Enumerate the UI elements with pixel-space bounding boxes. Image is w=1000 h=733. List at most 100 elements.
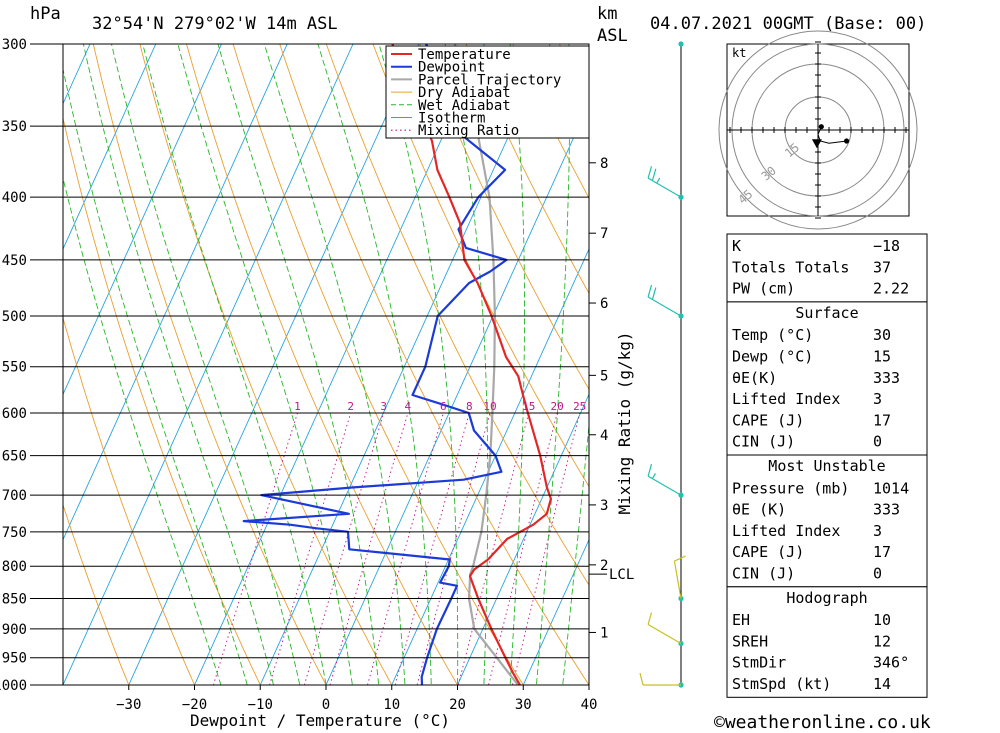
- pressure-tick-label: 350: [2, 119, 27, 135]
- index-label: Lifted Index: [732, 390, 840, 408]
- wind-barb-flag: [651, 473, 656, 479]
- wind-barb-flag: [647, 284, 653, 298]
- mixing-ratio-line: [394, 412, 470, 685]
- legend-entry: Dry Adiabat: [418, 85, 511, 101]
- hodograph-indices-title: Hodograph: [786, 589, 867, 607]
- index-value: 2.22: [873, 280, 909, 298]
- isotherm-line: [63, 44, 157, 251]
- mixing-ratio-tick-label: 20: [551, 400, 564, 413]
- wet-adiabat-line: [63, 67, 248, 685]
- wind-barb-staff: [647, 177, 682, 198]
- pressure-tick-label: 950: [2, 651, 27, 667]
- x-tick-label: 10: [383, 697, 400, 713]
- index-value: 10: [873, 611, 891, 629]
- pressure-tick-label: 900: [2, 622, 27, 638]
- surface-indices-box: [726, 301, 928, 456]
- wind-level-dot: [678, 41, 684, 47]
- km-tick-label: 7: [600, 226, 608, 242]
- mixing-ratio-tick-label: 15: [522, 400, 535, 413]
- index-label: PW (cm): [732, 280, 795, 298]
- index-value: 30: [873, 326, 891, 344]
- location-label: 32°54'N 279°02'W 14m ASL: [92, 14, 338, 34]
- x-tick-label: −30: [116, 697, 141, 713]
- wet-adiabat-line: [63, 176, 222, 685]
- wind-barb-flag: [639, 672, 644, 686]
- x-tick-label: 20: [449, 697, 466, 713]
- km-tick-label: 5: [600, 368, 608, 384]
- isotherm-line: [391, 247, 589, 685]
- pressure-tick-label: 300: [2, 37, 27, 53]
- index-label: SREH: [732, 632, 768, 650]
- index-value: 3: [873, 522, 882, 540]
- wind-barb-flag: [651, 168, 657, 181]
- mixing-ratio-line: [269, 412, 352, 685]
- wind-barb-flag: [656, 177, 661, 184]
- indices-table: K −18 Totals Totals 37 PW (cm) 2.22 Surface Tem…: [726, 233, 928, 698]
- index-label: CIN (J): [732, 433, 795, 451]
- dry-adiabat-line: [512, 44, 589, 200]
- wet-adiabat-line: [263, 44, 406, 685]
- pressure-tick-label: 800: [2, 559, 27, 575]
- wet-adiabat-line: [177, 44, 353, 685]
- wind-barb-staff: [647, 475, 682, 496]
- pressure-tick-label: 850: [2, 591, 27, 607]
- index-label: Totals Totals: [732, 258, 849, 276]
- index-value: 333: [873, 501, 900, 519]
- legend-entry: Mixing Ratio: [418, 123, 519, 139]
- x-tick-label: −10: [248, 697, 273, 713]
- mixing-ratio-tick-label: 1: [294, 400, 301, 413]
- wind-barb-staff: [673, 560, 682, 599]
- km-unit-label: km: [597, 4, 617, 24]
- wind-level-dot: [678, 640, 684, 647]
- legend-entry: Wet Adiabat: [418, 98, 511, 114]
- index-label: θE(K): [732, 369, 777, 387]
- isotherm-line: [63, 44, 354, 685]
- wind-barb-flag: [647, 464, 653, 477]
- x-tick-label: −20: [182, 697, 207, 713]
- dry-adiabat-line: [465, 44, 589, 295]
- km-tick-label: 6: [600, 296, 608, 312]
- index-label: EH: [732, 611, 750, 629]
- mixing-ratio-tick-label: 2: [347, 400, 354, 413]
- km-tick-label: 8: [600, 156, 608, 172]
- hodograph-indices-box: [726, 586, 928, 698]
- pressure-tick-label: 500: [2, 309, 27, 325]
- legend-entry: Isotherm: [418, 111, 485, 127]
- pressure-tick-label: 600: [2, 406, 27, 422]
- index-value: 17: [873, 411, 891, 429]
- index-value: 15: [873, 348, 891, 366]
- index-label: Temp (°C): [732, 326, 813, 344]
- wind-barb-flag: [674, 555, 686, 562]
- index-value: 12: [873, 632, 891, 650]
- hodograph-point: [844, 138, 850, 144]
- mixing-ratio-tick-label: 3: [380, 400, 387, 413]
- pressure-unit-label: hPa: [30, 4, 61, 24]
- pressure-tick-label: 450: [2, 253, 27, 269]
- date-label: 04.07.2021 00GMT (Base: 00): [650, 14, 926, 34]
- mixing-ratio-line: [303, 412, 385, 685]
- index-label: CAPE (J): [732, 543, 804, 561]
- mixing-ratio-tick-label: 6: [440, 400, 447, 413]
- index-label: CAPE (J): [732, 411, 804, 429]
- wind-profile: [639, 41, 686, 688]
- index-value: −18: [873, 237, 900, 255]
- isotherm-line: [63, 44, 222, 396]
- wet-adiabat-line: [217, 44, 380, 685]
- pressure-tick-label: 650: [2, 449, 27, 465]
- dry-adiabat-line: [958, 0, 1000, 711]
- isotherm-line: [457, 393, 589, 685]
- asl-unit-label: ASL: [597, 26, 628, 46]
- mixing-ratio-line: [212, 412, 298, 685]
- index-label: θE (K): [732, 501, 786, 519]
- pressure-tick-label: 700: [2, 488, 27, 504]
- copyright: ©weatheronline.co.uk: [714, 712, 931, 733]
- dry-adiabat-line: [63, 503, 130, 685]
- index-label: StmSpd (kt): [732, 675, 831, 693]
- mixing-ratio-tick-label: 4: [405, 400, 412, 413]
- dry-adiabat-line: [419, 44, 589, 391]
- wet-adiabat-line: [111, 44, 301, 685]
- km-tick-label: 2: [600, 558, 608, 574]
- legend-entry: Dewpoint: [418, 60, 485, 76]
- x-tick-label: 40: [581, 697, 598, 713]
- mixing-ratio-tick-label: 10: [483, 400, 496, 413]
